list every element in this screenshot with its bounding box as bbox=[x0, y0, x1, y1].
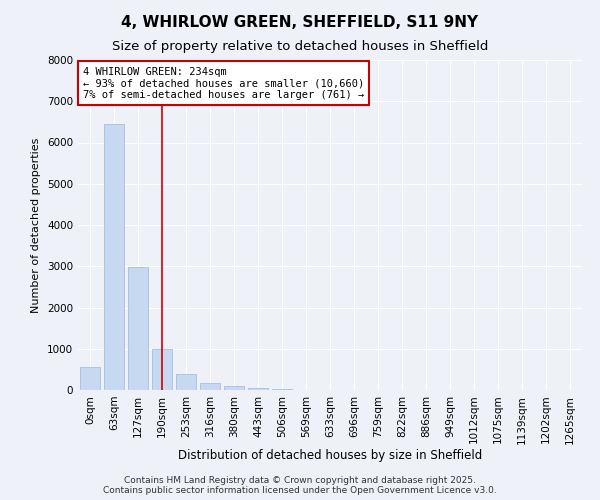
Text: 4, WHIRLOW GREEN, SHEFFIELD, S11 9NY: 4, WHIRLOW GREEN, SHEFFIELD, S11 9NY bbox=[121, 15, 479, 30]
Bar bbox=[104, 124, 124, 390]
Text: Size of property relative to detached houses in Sheffield: Size of property relative to detached ho… bbox=[112, 40, 488, 53]
Bar bbox=[200, 383, 220, 390]
Text: 4 WHIRLOW GREEN: 234sqm
← 93% of detached houses are smaller (10,660)
7% of semi: 4 WHIRLOW GREEN: 234sqm ← 93% of detache… bbox=[83, 66, 364, 100]
Text: Contains HM Land Registry data © Crown copyright and database right 2025.
Contai: Contains HM Land Registry data © Crown c… bbox=[103, 476, 497, 495]
Bar bbox=[80, 368, 100, 390]
Bar bbox=[176, 374, 196, 390]
X-axis label: Distribution of detached houses by size in Sheffield: Distribution of detached houses by size … bbox=[178, 449, 482, 462]
Bar bbox=[152, 349, 172, 390]
Y-axis label: Number of detached properties: Number of detached properties bbox=[31, 138, 41, 312]
Bar bbox=[224, 386, 244, 390]
Bar bbox=[248, 388, 268, 390]
Bar bbox=[128, 267, 148, 390]
